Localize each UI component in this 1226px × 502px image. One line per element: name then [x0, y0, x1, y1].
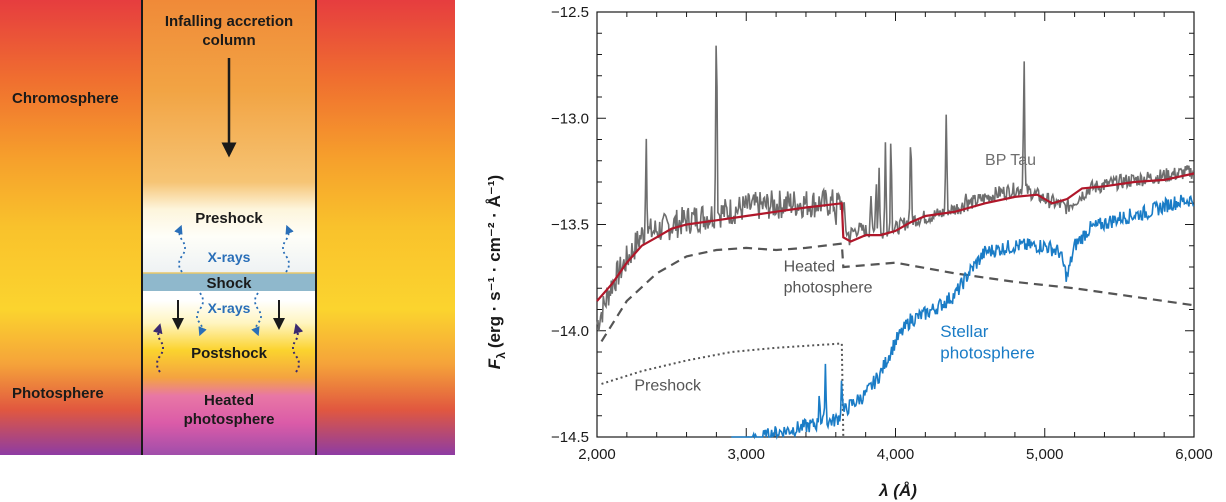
- y-tick-label: −13.5: [551, 217, 589, 234]
- shock-band: [142, 273, 316, 291]
- y-axis-label: Fλ (erg · s⁻¹ · cm⁻² · Å⁻¹): [485, 175, 508, 369]
- series-annotation: Stellar: [940, 322, 989, 341]
- xray-arrow-down-right: [251, 292, 262, 337]
- uv-arrow-up-left: [152, 323, 164, 373]
- uv-arrow-up-right: [292, 323, 304, 373]
- y-axis-label-units: (erg · s⁻¹ · cm⁻² · Å⁻¹): [485, 175, 504, 348]
- xrays-upper-label: X-rays: [208, 249, 251, 265]
- accretion-shock-diagram: Infalling accretion column Chromosphere …: [0, 0, 455, 455]
- series-model-total: [596, 172, 1195, 302]
- series-stellar-photosphere: [731, 194, 1195, 440]
- y-axis-label-subscript: λ: [494, 352, 508, 359]
- series-annotation: Preshock: [634, 377, 702, 394]
- x-tick-label: 6,000: [1175, 446, 1213, 463]
- y-axis-label-symbol: F: [485, 358, 504, 369]
- x-tick-label: 2,000: [578, 446, 616, 463]
- xray-arrow-down-left: [196, 292, 207, 337]
- series-annotation: Heated: [784, 258, 836, 275]
- x-tick-label: 3,000: [727, 446, 765, 463]
- postshock-label: Postshock: [191, 345, 268, 362]
- shock-label: Shock: [206, 275, 252, 292]
- y-tick-label: −14.0: [551, 323, 589, 340]
- heated-photosphere-label-line1: Heated: [204, 392, 254, 409]
- bp-tau-spectrum-chart: Fλ (erg · s⁻¹ · cm⁻² · Å⁻¹) λ (Å) 2,000 3,…: [485, 4, 1213, 500]
- xray-arrow-up-left: [174, 224, 186, 273]
- y-tick-label: −12.5: [551, 4, 589, 21]
- preshock-label: Preshock: [195, 210, 263, 227]
- x-tick-label: 5,000: [1026, 446, 1064, 463]
- xray-arrow-up-right: [282, 224, 294, 273]
- photosphere-label: Photosphere: [12, 385, 104, 402]
- series-annotation: BP Tau: [985, 152, 1036, 169]
- series-heated-photosphere: [600, 242, 1195, 342]
- x-axis-label: λ (Å): [878, 481, 917, 500]
- column-title-line2: column: [202, 32, 255, 49]
- y-tick-label: −14.5: [551, 429, 589, 446]
- series-annotation: photosphere: [940, 343, 1035, 362]
- chromosphere-label: Chromosphere: [12, 90, 119, 107]
- column-title-line1: Infalling accretion: [165, 13, 293, 30]
- series-annotation: photosphere: [784, 280, 873, 297]
- xrays-lower-label: X-rays: [208, 300, 251, 316]
- y-tick-label: −13.0: [551, 110, 589, 127]
- x-tick-label: 4,000: [877, 446, 915, 463]
- heated-photosphere-label-line2: photosphere: [184, 411, 275, 428]
